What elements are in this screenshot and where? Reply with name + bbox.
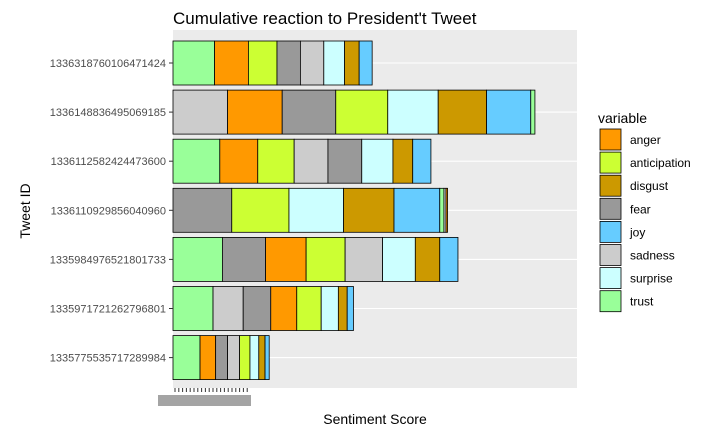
y-tick-label: 1335775535717289984 bbox=[50, 353, 166, 365]
bar-segment-surprise bbox=[382, 236, 416, 282]
bar-segment-trust bbox=[530, 89, 536, 135]
bar-segment-disgust bbox=[392, 138, 414, 184]
y-axis: 1336318760106471424 1336148836495069185 13… bbox=[50, 58, 173, 365]
bar-segment-joy bbox=[393, 187, 441, 233]
bar-segment-surprise bbox=[288, 187, 344, 233]
bar-segment-trust bbox=[172, 40, 215, 86]
legend-key-disgust bbox=[599, 174, 622, 197]
bar-segment-sadness bbox=[293, 138, 329, 184]
bar-segment-anger bbox=[199, 335, 217, 381]
chart-title: Cumulative reaction to President't Tweet bbox=[173, 9, 477, 28]
bar-segment-trust bbox=[172, 335, 201, 381]
legend-key-fear bbox=[599, 197, 622, 220]
y-tick-label: 1336318760106471424 bbox=[50, 58, 166, 70]
legend-key-surprise bbox=[599, 267, 622, 290]
legend-label-anticipation: anticipation bbox=[630, 156, 691, 170]
legend-title: variable bbox=[598, 110, 647, 126]
bar-segment-trust bbox=[172, 236, 223, 282]
x-tick-labels-overlap bbox=[158, 395, 251, 406]
bar-segment-disgust bbox=[343, 187, 395, 233]
bar-segment-anticipation bbox=[305, 236, 346, 282]
bar-1336112582424473600 bbox=[172, 138, 432, 184]
bar-segment-fear bbox=[327, 138, 363, 184]
bar-segment-fear bbox=[242, 286, 272, 331]
bar-1336148836495069185 bbox=[172, 89, 536, 135]
bar-segment-trust bbox=[172, 138, 221, 184]
bar-segment-sadness bbox=[344, 236, 383, 282]
plot-panel bbox=[172, 30, 577, 388]
bar-segment-fear bbox=[172, 187, 233, 233]
bar-segment-disgust bbox=[414, 236, 441, 282]
bar-1335971721262796801 bbox=[172, 286, 354, 331]
bar-segment-surprise bbox=[361, 138, 394, 184]
legend-items: anger anticipation disgust fear joy sadness su… bbox=[599, 128, 691, 313]
y-tick-label: 1336148836495069185 bbox=[50, 107, 166, 119]
bar-segment-disgust bbox=[344, 40, 360, 86]
y-tick-label: 1335984976521801733 bbox=[50, 254, 166, 266]
bar-segment-anticipation bbox=[231, 187, 290, 233]
x-axis bbox=[158, 388, 251, 406]
bar-segment-disgust bbox=[337, 286, 348, 331]
bar-segment-sadness bbox=[172, 89, 228, 135]
bar-segment-anticipation bbox=[247, 40, 278, 86]
legend-label-joy: joy bbox=[629, 225, 645, 239]
y-tick-label: 1336110929856040960 bbox=[51, 205, 166, 217]
legend-label-fear: fear bbox=[630, 202, 651, 216]
bar-segment-surprise bbox=[320, 286, 339, 331]
bar-segment-joy bbox=[439, 236, 459, 282]
bar-segment-disgust bbox=[437, 89, 487, 135]
bar-segment-anger bbox=[445, 187, 448, 233]
legend-label-disgust: disgust bbox=[630, 179, 669, 193]
bar-segment-fear bbox=[281, 89, 337, 135]
legend-label-sadness: sadness bbox=[630, 249, 675, 263]
bar-segment-sadness bbox=[212, 286, 244, 331]
legend-key-sadness bbox=[599, 244, 622, 266]
bar-1335984976521801733 bbox=[172, 236, 459, 282]
legend-label-trust: trust bbox=[630, 295, 654, 309]
bar-segment-anticipation bbox=[335, 89, 389, 135]
bar-segment-sadness bbox=[299, 40, 325, 86]
bars bbox=[172, 40, 536, 381]
bar-segment-anger bbox=[227, 89, 283, 135]
bar-segment-joy bbox=[486, 89, 532, 135]
bar-segment-anticipation bbox=[296, 286, 322, 331]
bar-segment-fear bbox=[276, 40, 301, 86]
bar-segment-anger bbox=[265, 236, 307, 282]
bar-segment-joy bbox=[346, 286, 354, 331]
legend-label-anger: anger bbox=[630, 133, 661, 147]
bar-segment-joy bbox=[358, 40, 373, 86]
legend-key-anger bbox=[599, 128, 622, 151]
bar-segment-anger bbox=[214, 40, 249, 86]
bar-segment-trust bbox=[172, 286, 214, 331]
bar-segment-sadness bbox=[227, 335, 240, 381]
bar-segment-fear bbox=[215, 335, 228, 381]
bar-segment-surprise bbox=[387, 89, 439, 135]
legend-label-surprise: surprise bbox=[630, 272, 673, 286]
bar-segment-trust bbox=[439, 187, 445, 233]
bar-segment-anger bbox=[219, 138, 259, 184]
bar-segment-surprise bbox=[323, 40, 345, 86]
y-tick-label: 1335971721262796801 bbox=[50, 304, 166, 316]
bar-1336318760106471424 bbox=[172, 40, 373, 86]
bar-segment-anger bbox=[270, 286, 298, 331]
bar-1336110929856040960 bbox=[172, 187, 448, 233]
legend: variable anger anticipation disgust fear joy… bbox=[598, 110, 691, 313]
legend-key-trust bbox=[599, 290, 622, 313]
bar-segment-surprise bbox=[249, 335, 260, 381]
x-axis-title: Sentiment Score bbox=[323, 411, 427, 427]
bar-segment-anticipation bbox=[239, 335, 251, 381]
legend-key-joy bbox=[599, 220, 622, 243]
bar-1335775535717289984 bbox=[172, 335, 270, 381]
bar-segment-joy bbox=[264, 335, 270, 381]
legend-key-anticipation bbox=[599, 151, 622, 174]
y-axis-title: Tweet ID bbox=[17, 183, 33, 238]
bar-segment-joy bbox=[412, 138, 432, 184]
y-tick-label: 1336112582424473600 bbox=[51, 156, 166, 168]
bar-segment-anticipation bbox=[257, 138, 295, 184]
bar-segment-disgust bbox=[258, 335, 266, 381]
bar-segment-fear bbox=[221, 236, 266, 282]
